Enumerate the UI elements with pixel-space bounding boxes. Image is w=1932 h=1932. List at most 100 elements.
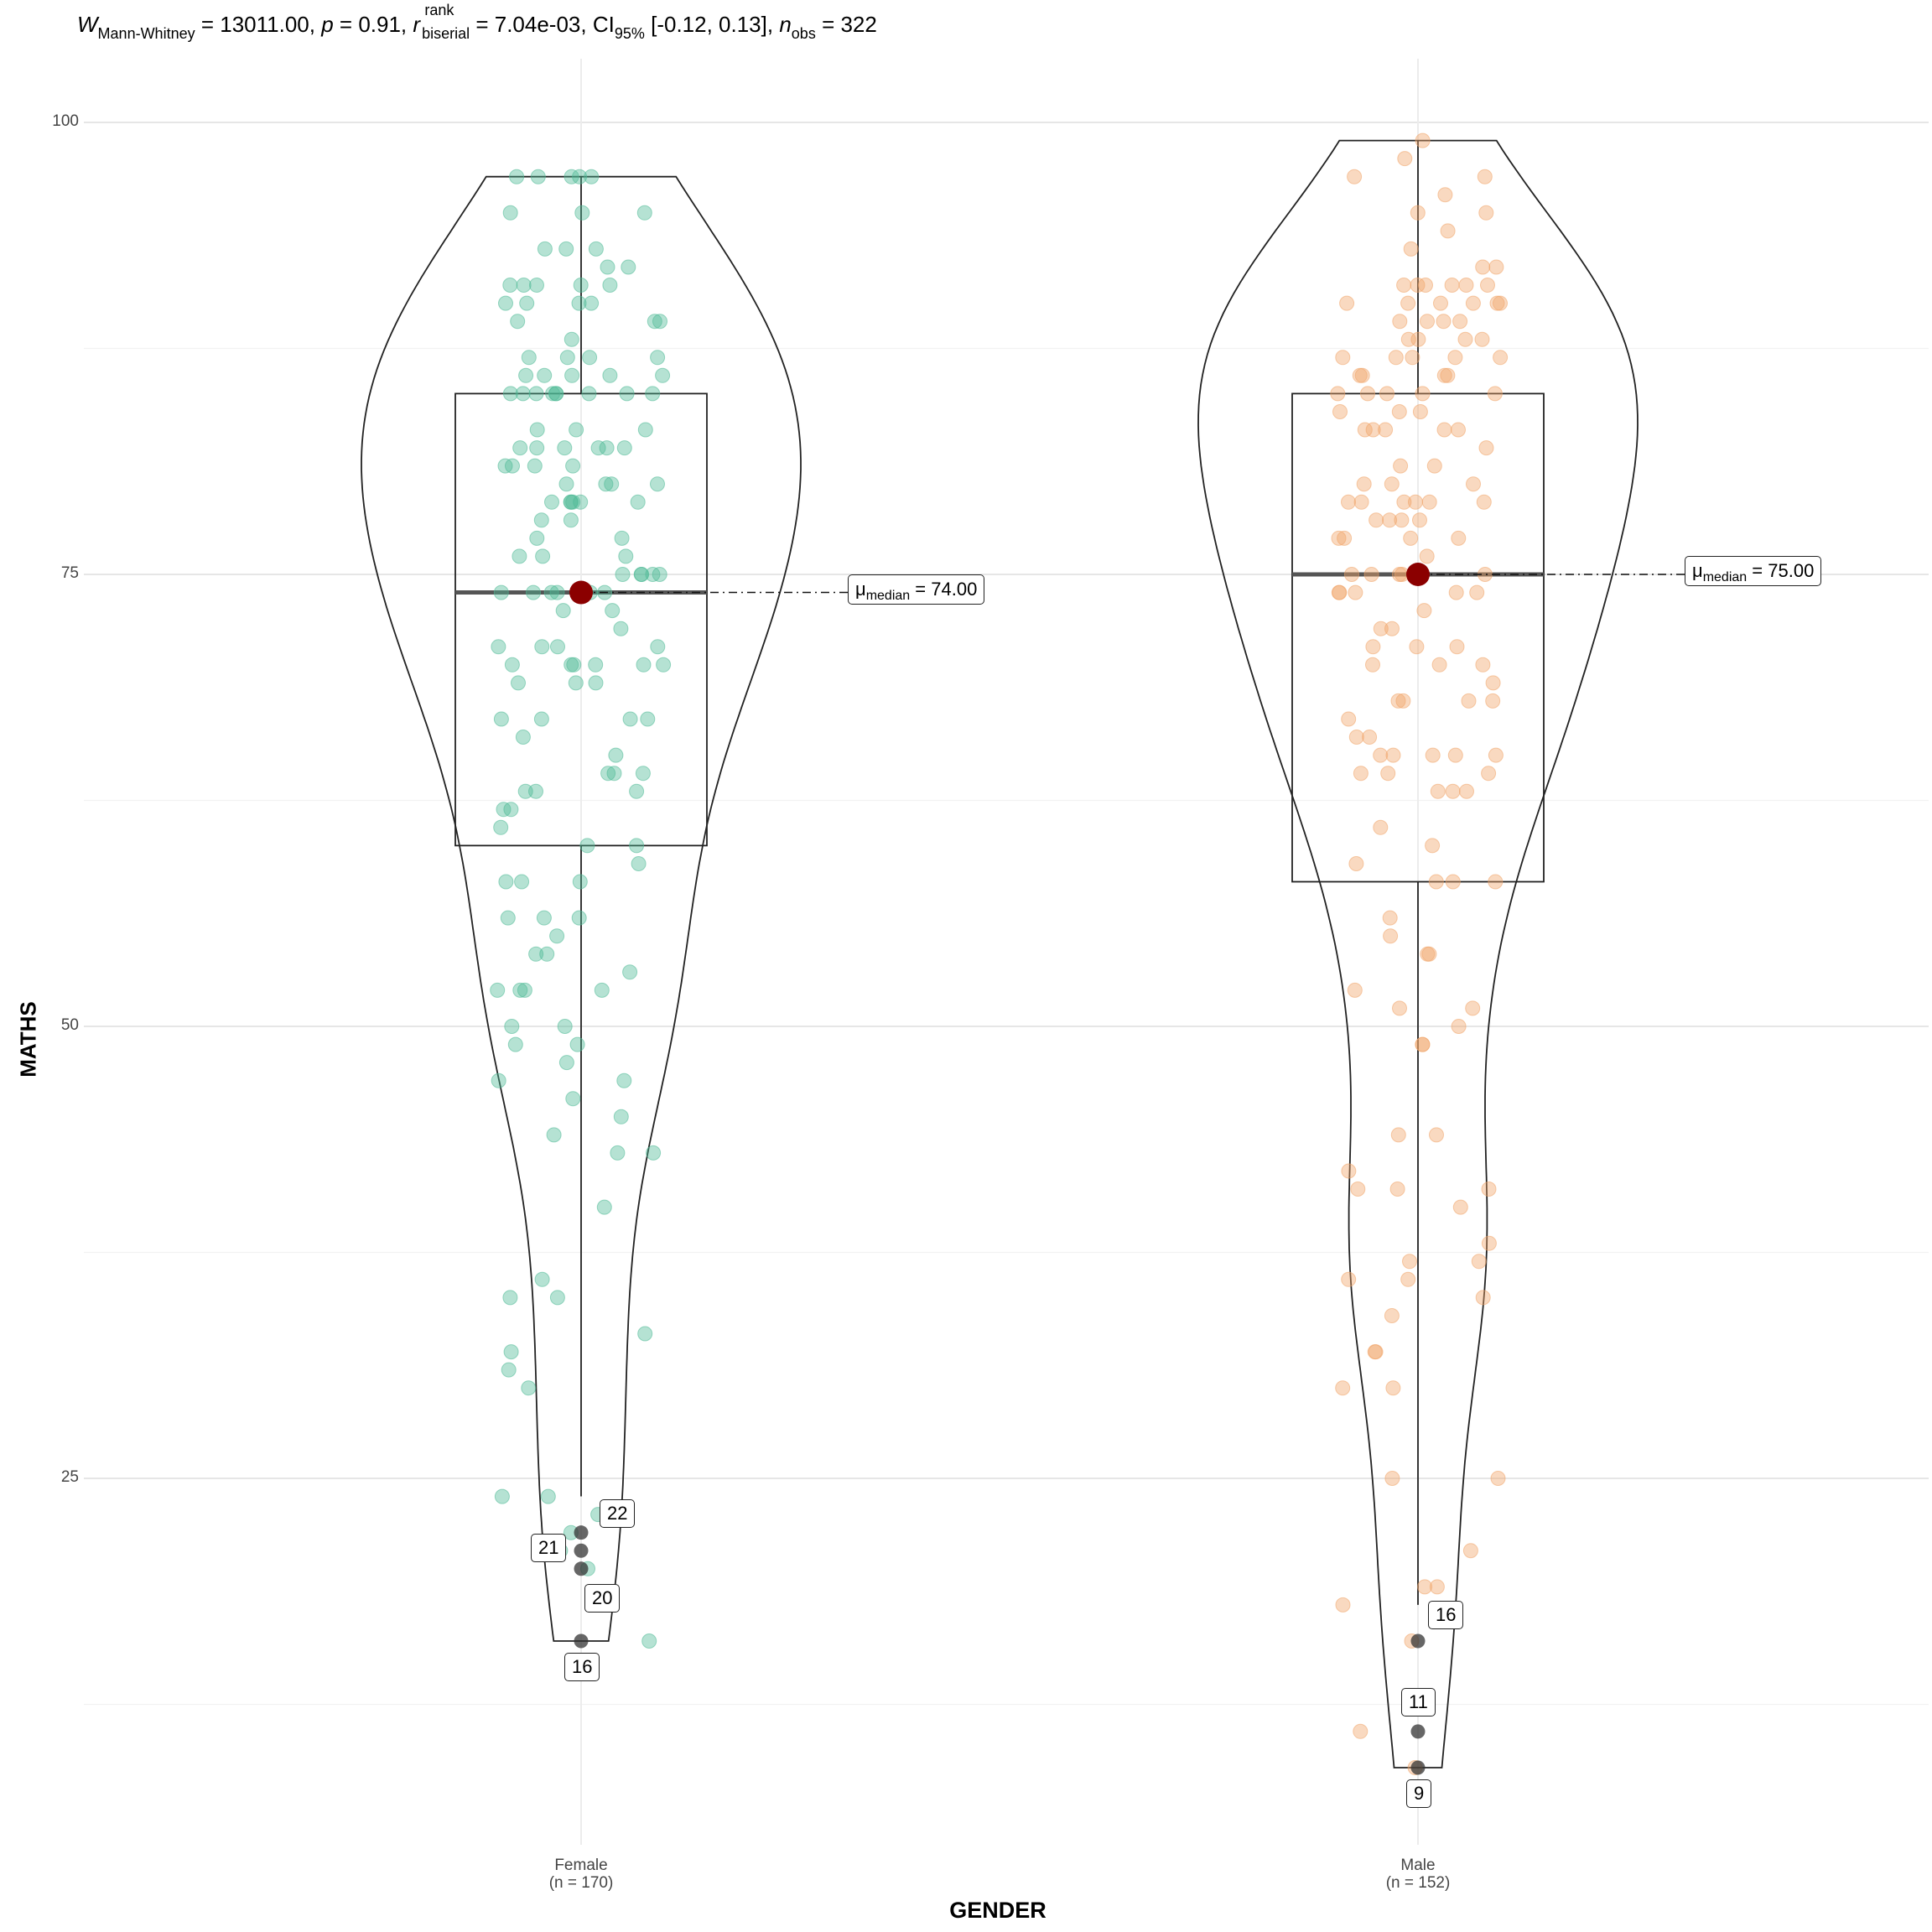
data-point [1365, 639, 1381, 655]
data-point [1477, 169, 1493, 184]
data-point [1415, 1036, 1431, 1052]
outlier-label: 22 [600, 1498, 636, 1528]
data-point [528, 386, 544, 402]
data-point [559, 350, 575, 366]
data-point [582, 350, 598, 366]
data-point [588, 675, 604, 691]
data-point [1481, 1235, 1497, 1251]
data-point [568, 675, 584, 691]
mu-subscript: median [865, 588, 911, 603]
data-point [1449, 639, 1465, 655]
data-point [1421, 946, 1437, 962]
data-point [543, 584, 559, 600]
data-point [1436, 422, 1452, 438]
data-point [500, 910, 516, 926]
data-point [1360, 386, 1375, 402]
data-point [622, 964, 638, 980]
data-point [534, 1271, 550, 1287]
data-point [565, 458, 581, 474]
data-point [1493, 350, 1509, 366]
data-point [549, 928, 565, 944]
p-value: = 0.91, [339, 12, 408, 37]
data-point [1487, 386, 1503, 402]
data-point [579, 838, 595, 854]
data-point [647, 314, 662, 330]
data-point [1368, 512, 1384, 528]
data-point [1409, 639, 1425, 655]
data-point [1452, 1199, 1468, 1215]
data-point [557, 440, 573, 456]
r-subscript: biserial [422, 25, 470, 42]
median-label-male: μmedian = 75.00 [1685, 556, 1822, 586]
data-point [572, 169, 588, 184]
data-point [1436, 314, 1452, 330]
data-point [1357, 422, 1373, 438]
data-point [1458, 278, 1474, 293]
data-point [502, 278, 518, 293]
data-point [1412, 404, 1428, 419]
data-point [1332, 404, 1348, 419]
data-point [526, 584, 541, 600]
data-point [1416, 603, 1432, 619]
data-point [1471, 1254, 1487, 1270]
data-point [1429, 1127, 1444, 1143]
data-point [645, 567, 661, 582]
data-point [518, 367, 534, 383]
data-point [540, 1488, 556, 1504]
data-point [1410, 205, 1426, 221]
data-point [1341, 711, 1357, 727]
data-point [507, 1036, 523, 1052]
data-point [622, 711, 638, 727]
category-name: Male [1400, 1857, 1436, 1874]
data-point [1475, 259, 1491, 275]
median-value: = 75.00 [1752, 560, 1815, 581]
data-point [1347, 169, 1363, 184]
data-point [490, 982, 506, 998]
data-point [606, 766, 622, 782]
data-point [1344, 567, 1359, 582]
median-value: = 74.00 [915, 578, 978, 600]
data-point [493, 584, 509, 600]
data-point [1383, 928, 1399, 944]
data-point [1337, 530, 1353, 546]
data-point [502, 205, 518, 221]
data-point [1475, 1290, 1491, 1306]
data-point [516, 278, 532, 293]
data-point [565, 494, 581, 510]
data-point [584, 169, 600, 184]
r-symbol-stack: r rank biserial [413, 2, 470, 42]
category-count: (n = 152) [1385, 1874, 1451, 1892]
data-point [528, 783, 543, 799]
data-point [1412, 512, 1427, 528]
data-point [1462, 1543, 1478, 1559]
data-point [1448, 584, 1464, 600]
data-point [1488, 874, 1504, 890]
outlier-point [1410, 1633, 1426, 1649]
data-point [636, 657, 652, 673]
data-point [1437, 187, 1453, 203]
data-point [1390, 1127, 1406, 1143]
data-point [533, 711, 549, 727]
data-point [605, 603, 621, 619]
data-point [1457, 331, 1473, 347]
data-point [1459, 783, 1474, 799]
data-point [1417, 1579, 1433, 1595]
data-point [1451, 1019, 1467, 1034]
data-point [493, 819, 509, 835]
box-iqr [1291, 392, 1545, 883]
data-point [515, 386, 531, 402]
boxplots [454, 140, 1545, 1605]
data-point [631, 856, 647, 871]
data-point [512, 982, 528, 998]
ci-subscript: 95% [614, 25, 645, 42]
data-point [650, 350, 666, 366]
outlier-label: 16 [564, 1653, 600, 1682]
data-point [604, 476, 620, 492]
data-point [1350, 1182, 1366, 1197]
data-point [1365, 422, 1381, 438]
data-point [1339, 295, 1355, 311]
data-point [600, 766, 616, 782]
data-point [1330, 386, 1346, 402]
data-point [646, 1145, 662, 1161]
data-point [1415, 386, 1431, 402]
